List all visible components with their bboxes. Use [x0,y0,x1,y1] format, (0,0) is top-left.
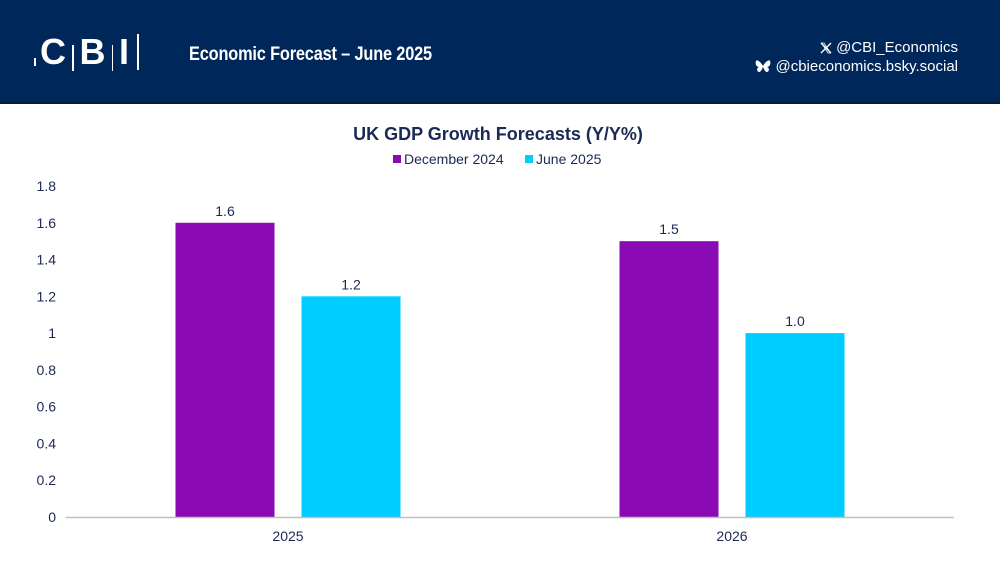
y-tick-label: 0.8 [37,362,57,378]
logo-letter-i: I [119,31,130,72]
y-tick-label: 0 [48,509,56,525]
y-tick-label: 1 [48,325,56,341]
gdp-bar-chart: UK GDP Growth Forecasts (Y/Y%) December … [37,124,954,544]
bar-2025-december-2024 [175,222,275,517]
chart-title: UK GDP Growth Forecasts (Y/Y%) [353,124,643,144]
x-axis: 2025 2026 [272,528,747,544]
cbi-logo: C B I [34,32,139,72]
legend-item-1: June 2025 [525,151,602,167]
y-axis: 0 0.2 0.4 0.6 0.8 1 1.2 1.4 1.6 1.8 [37,178,57,525]
social-handles: @CBI_Economics @cbieconomics.bsky.social [755,38,958,76]
logo-divider [111,45,113,71]
y-tick-label: 0.4 [37,435,57,451]
y-tick-label: 1.2 [37,288,57,304]
x-tick-label: 2025 [272,528,303,544]
data-label: 1.5 [659,221,679,237]
logo-letter-b: B [79,31,106,72]
legend-swatch [393,155,401,163]
chart-legend: December 2024 June 2025 [393,151,602,167]
x-logo-icon [820,42,832,54]
data-label: 1.0 [785,313,805,329]
data-label: 1.2 [341,276,361,292]
legend-label: June 2025 [536,151,602,167]
y-tick-label: 1.8 [37,178,57,194]
x-tick-label: 2026 [716,528,747,544]
report-subtitle: Economic Forecast – June 2025 [189,44,432,65]
logo-dot [34,58,36,66]
bar-2026-june-2025 [745,333,845,517]
bluesky-butterfly-icon [755,60,771,73]
bar-2025-june-2025 [301,296,401,517]
bars: 1.6 1.2 1.5 1.0 [175,203,845,517]
logo-divider [72,45,74,71]
social-row-x[interactable]: @CBI_Economics [755,38,958,57]
y-tick-label: 0.6 [37,399,57,415]
header-banner: C B I Economic Forecast – June 2025 @CBI… [0,0,1000,104]
legend-label: December 2024 [404,151,504,167]
logo-divider-tall [137,34,139,70]
bluesky-handle: @cbieconomics.bsky.social [775,58,958,75]
social-row-bluesky[interactable]: @cbieconomics.bsky.social [755,57,958,76]
y-tick-label: 1.4 [37,252,57,268]
logo-letter-c: C [40,31,66,72]
legend-item-0: December 2024 [393,151,504,167]
y-tick-label: 0.2 [37,472,57,488]
bar-2026-december-2024 [619,241,719,517]
legend-swatch [525,155,533,163]
y-tick-label: 1.6 [37,215,57,231]
x-handle: @CBI_Economics [836,39,958,56]
data-label: 1.6 [215,203,235,219]
